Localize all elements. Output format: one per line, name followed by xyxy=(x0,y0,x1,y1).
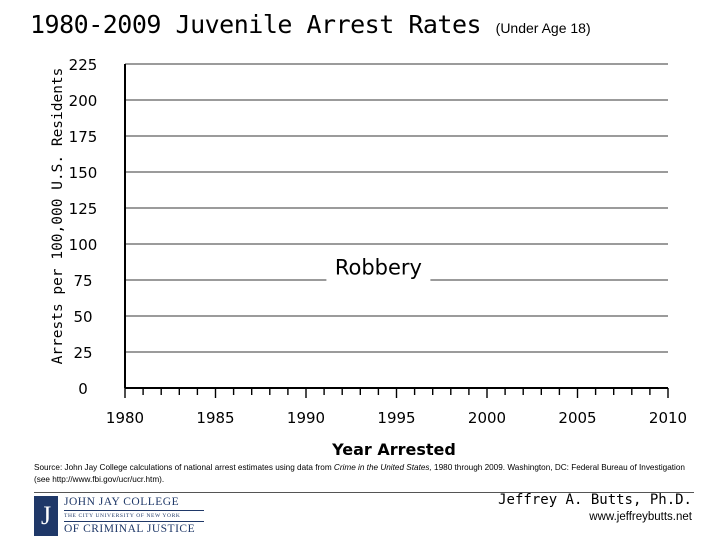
title-main: 1980-2009 Juvenile Arrest Rates xyxy=(30,10,482,39)
y-tick-label: 175 xyxy=(69,128,98,146)
tick-marks xyxy=(124,388,669,398)
logo-rule xyxy=(64,510,204,512)
grid-lines xyxy=(125,63,668,353)
y-tick-label: 125 xyxy=(69,200,98,218)
y-tick-labels: 0 25 50 75 100 125 150 175 200 225 xyxy=(69,56,98,398)
logo-line-2: THE CITY UNIVERSITY OF NEW YORK xyxy=(64,512,181,519)
x-tick-label: 1980 xyxy=(106,409,144,427)
logo-mark: J xyxy=(34,496,58,536)
x-axis-title: Year Arrested xyxy=(331,440,456,459)
chart-annotations: Robbery xyxy=(326,252,431,283)
logo-wordmark: JOHN JAY COLLEGE THE CITY UNIVERSITY OF … xyxy=(64,496,204,536)
title-suffix: (Under Age 18) xyxy=(495,20,591,36)
annotation-background xyxy=(326,252,431,283)
x-tick-label: 1990 xyxy=(287,409,325,427)
y-tick-label: 25 xyxy=(73,344,92,362)
x-tick-label: 2005 xyxy=(558,409,596,427)
source-suffix: 1980 through 2009. Washington, DC: Feder… xyxy=(34,463,685,484)
source-note: Source: John Jay College calculations of… xyxy=(34,462,694,486)
john-jay-logo[interactable]: J JOHN JAY COLLEGE THE CITY UNIVERSITY O… xyxy=(34,496,204,536)
logo-rule xyxy=(64,520,204,522)
y-tick-label: 200 xyxy=(69,92,98,110)
x-tick-label: 2000 xyxy=(468,409,506,427)
robbery-label: Robbery xyxy=(335,255,422,279)
x-tick-label: 2010 xyxy=(649,409,687,427)
y-tick-label: 100 xyxy=(69,236,98,254)
source-prefix: Source: John Jay College calculations of… xyxy=(34,463,334,472)
slide-title: 1980-2009 Juvenile Arrest Rates (Under A… xyxy=(30,10,591,39)
footer-divider xyxy=(34,492,694,493)
y-axis-title: Arrests per 100,000 U.S. Residents xyxy=(50,68,66,365)
y-tick-label: 225 xyxy=(69,56,98,74)
axes xyxy=(124,64,668,389)
x-tick-label: 1985 xyxy=(196,409,234,427)
x-tick-label: 1995 xyxy=(377,409,415,427)
website-link[interactable]: www.jeffreybutts.net xyxy=(589,511,692,523)
source-italic: Crime in the United States, xyxy=(333,463,432,472)
y-tick-label: 50 xyxy=(73,308,92,326)
y-tick-label: 75 xyxy=(73,272,92,290)
y-tick-label: 0 xyxy=(78,380,88,398)
logo-line-3: OF CRIMINAL JUSTICE xyxy=(64,523,196,535)
author-name: Jeffrey A. Butts, Ph.D. xyxy=(498,492,692,508)
logo-line-1: JOHN JAY COLLEGE xyxy=(64,496,180,508)
x-tick-labels: 1980 1985 1990 1995 2000 2005 2010 xyxy=(106,409,687,427)
y-tick-label: 150 xyxy=(69,164,98,182)
